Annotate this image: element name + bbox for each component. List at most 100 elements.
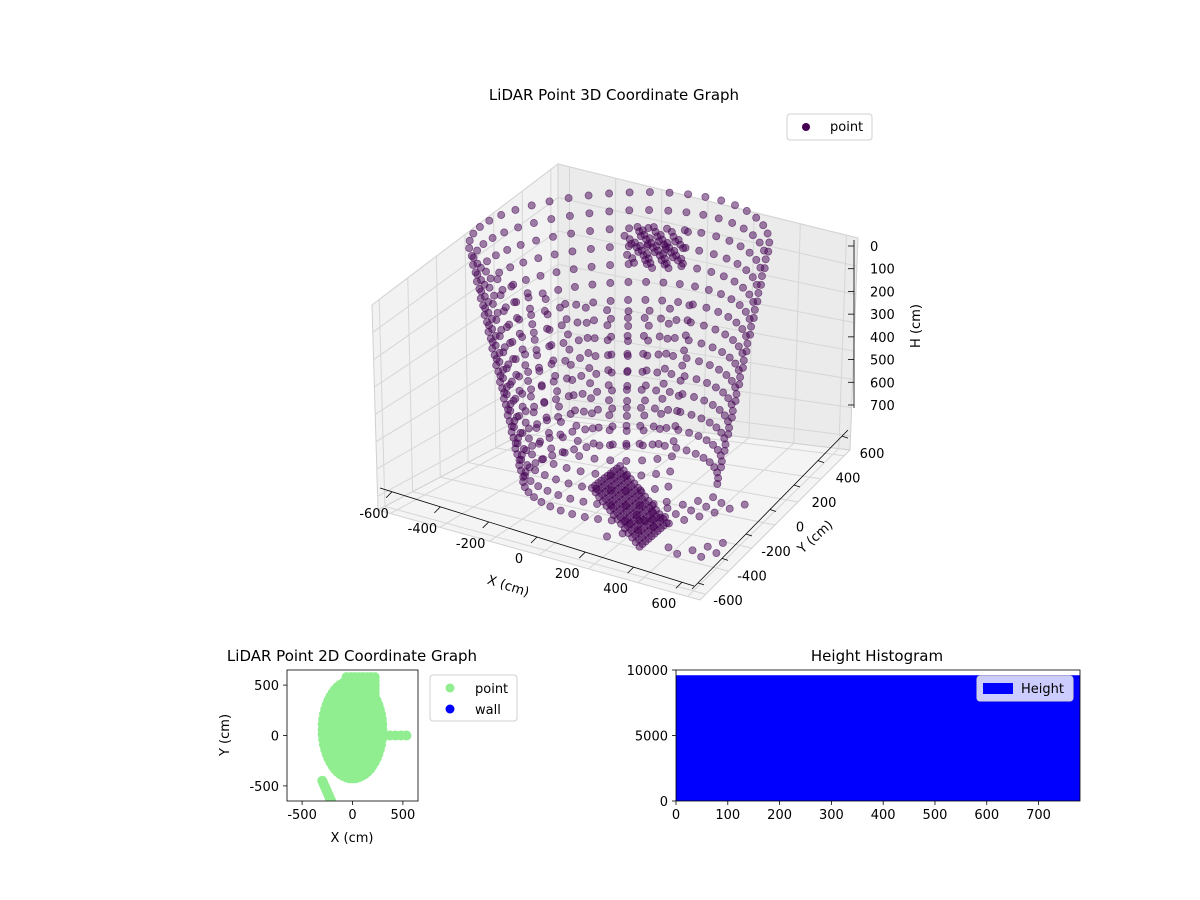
point-3d [665,387,674,396]
point-3d [587,262,596,271]
legend-3d-marker [802,123,810,131]
point-3d [664,206,673,215]
z-tick-label-3d: 300 [870,308,895,323]
point-3d [499,307,508,316]
point-3d [739,224,748,233]
point-3d [509,354,518,363]
point-3d [606,296,615,305]
point-3d [527,385,536,394]
point-3d [622,411,631,420]
point-3d [740,500,749,509]
point-3d [703,542,712,551]
point-3d [674,298,683,307]
point-3d [669,352,678,360]
point-3d [483,318,491,327]
point-3d [622,456,631,465]
point-3d [554,285,563,294]
x-axis-label-2d: X (cm) [331,831,374,846]
point-3d [605,225,614,234]
point-3d [711,325,720,334]
point-3d [554,491,563,500]
point-3d [736,242,745,251]
point-3d [606,279,615,287]
point-3d [516,428,525,437]
point-3d [665,188,674,197]
point-3d [574,336,583,345]
point-3d [549,460,558,468]
point-3d [641,295,650,304]
point-3d [557,321,566,330]
point-3d [709,250,718,259]
point-3d [530,493,538,502]
point-3d [606,441,614,450]
point-3d [505,417,514,426]
point-3d [717,428,726,437]
point-3d [739,283,747,292]
x-tick-label-hist: 100 [715,808,740,823]
point-3d [654,439,663,448]
x-tick-label-hist: 500 [923,808,948,823]
point-3d [495,268,504,277]
chart-3d: LiDAR Point 3D Coordinate Graph -600 -400… [359,86,924,612]
x-tick-label-3d: 600 [652,597,677,612]
point-3d [562,464,571,472]
point-3d [552,395,560,404]
point-3d [532,424,541,432]
point-3d [622,403,631,412]
point-3d [710,463,719,472]
points-2d [317,672,412,801]
point-3d [532,236,541,245]
point-3d [641,516,650,525]
point-3d [484,308,493,317]
point-3d [705,361,714,370]
point-3d [553,387,562,396]
point-3d [659,379,668,388]
point-3d [624,322,633,331]
point-3d [564,479,573,488]
point-3d [534,482,543,491]
point-3d [491,251,500,260]
point-3d [656,231,665,239]
y-tick-label-3d: 200 [812,496,837,511]
point-3d [718,538,727,547]
point-3d [584,191,593,200]
point-3d [536,271,545,280]
point-3d [579,497,588,506]
point-3d [718,348,727,357]
point-3d [524,376,533,385]
point-3d [699,453,708,462]
point-3d [662,497,671,506]
point-3d [680,346,689,355]
point-3d [589,298,598,307]
point-3d [719,272,728,281]
point-3d [473,259,482,268]
point-3d [713,445,722,454]
point-3d [652,386,661,395]
point-3d [506,263,515,272]
z-tick-label-3d: 700 [870,399,895,414]
point-3d [521,276,530,284]
point-3d [477,276,486,285]
point-3d [644,321,653,330]
point-3d [731,359,740,368]
point-3d [586,379,595,388]
y-tick-label-3d: -600 [713,594,743,609]
point-3d [589,439,598,448]
point-3d [561,300,570,308]
point-3d [570,445,579,454]
point-3d [657,409,666,418]
point-3d [558,433,567,442]
point-3d [540,397,549,406]
point-3d [591,352,600,361]
point-3d [682,446,691,455]
point-3d [547,341,556,350]
point-3d [515,329,524,338]
point-3d [605,396,613,405]
point-3d [674,391,683,400]
point-3d [673,407,682,415]
point-3d [581,425,590,434]
point-3d [712,423,721,432]
point-3d [501,400,510,409]
point-3d [625,206,634,215]
point-3d [697,228,706,237]
